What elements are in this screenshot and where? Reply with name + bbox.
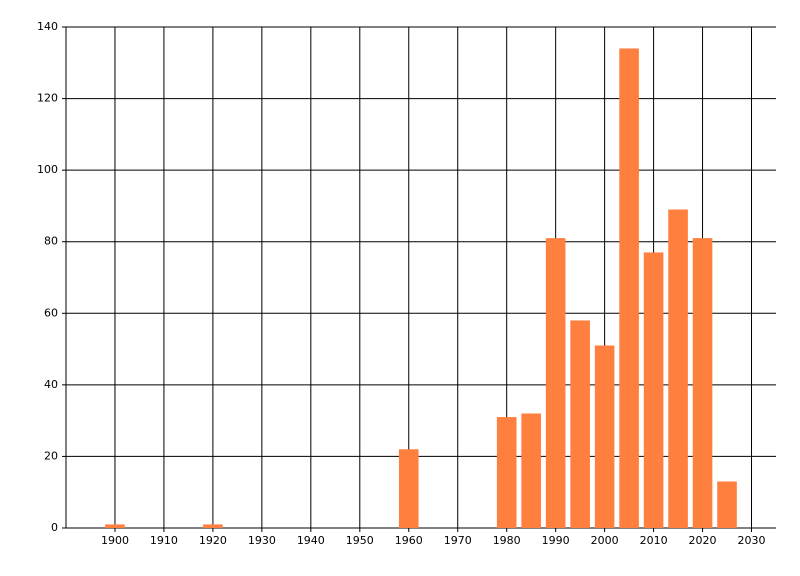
x-tick-label: 2010 [640, 534, 668, 547]
y-tick-label: 0 [51, 521, 58, 534]
x-tick-label: 1970 [444, 534, 472, 547]
x-tick-label: 1910 [150, 534, 178, 547]
y-tick-label: 40 [44, 378, 58, 391]
x-tick-label: 1990 [542, 534, 570, 547]
bar [717, 481, 737, 528]
bar [643, 252, 664, 528]
x-tick-label: 1960 [395, 534, 423, 547]
y-tick-label: 20 [44, 449, 58, 462]
y-tick-label: 120 [37, 92, 58, 105]
y-tick-label: 140 [37, 20, 58, 33]
y-tick-label: 80 [44, 235, 58, 248]
bar [203, 524, 223, 528]
x-tick-label: 1950 [346, 534, 374, 547]
x-tick-label: 2000 [591, 534, 619, 547]
x-tick-label: 1930 [248, 534, 276, 547]
x-tick-label: 1940 [297, 534, 325, 547]
x-tick-label: 1920 [199, 534, 227, 547]
bar [619, 48, 639, 528]
bar [594, 345, 615, 528]
bar [496, 417, 517, 528]
bar [545, 238, 566, 528]
x-tick-label: 2030 [738, 534, 766, 547]
y-tick-label: 100 [37, 163, 58, 176]
bar [105, 524, 125, 528]
bar [521, 413, 541, 528]
bar [398, 449, 419, 528]
bar [692, 238, 713, 528]
bar [570, 320, 590, 528]
x-tick-label: 1980 [493, 534, 521, 547]
bar [668, 209, 688, 528]
x-tick-label: 2020 [689, 534, 717, 547]
y-tick-label: 60 [44, 306, 58, 319]
x-tick-label: 1900 [101, 534, 129, 547]
